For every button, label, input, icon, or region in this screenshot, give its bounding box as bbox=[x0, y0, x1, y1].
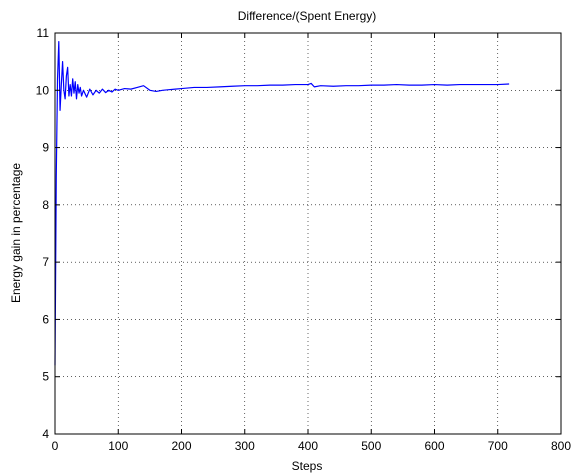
y-axis-label: Energy gain in percentage bbox=[9, 163, 23, 303]
grid-layer bbox=[55, 33, 561, 434]
chart-title: Difference/(Spent Energy) bbox=[238, 9, 377, 23]
x-tick-label: 0 bbox=[52, 439, 59, 453]
y-tick-label: 8 bbox=[42, 198, 49, 212]
series-line bbox=[54, 40, 510, 366]
x-tick-label: 600 bbox=[424, 439, 444, 453]
x-axis-label: Steps bbox=[292, 459, 323, 473]
series-layer bbox=[54, 40, 510, 366]
x-tick-label: 800 bbox=[551, 439, 571, 453]
x-tick-label: 200 bbox=[171, 439, 191, 453]
x-tick-label: 700 bbox=[488, 439, 508, 453]
y-tick-label: 6 bbox=[42, 312, 49, 326]
x-tick-label: 100 bbox=[108, 439, 128, 453]
tick-layer: 0 100 200 300 400 500 600 700 800 4 5 6 7 8 9 10 11 bbox=[36, 26, 572, 453]
x-tick-label: 400 bbox=[298, 439, 318, 453]
x-tick-label: 300 bbox=[235, 439, 255, 453]
y-tick-label: 10 bbox=[36, 83, 50, 97]
x-tick-label: 500 bbox=[361, 439, 381, 453]
y-tick-label: 4 bbox=[42, 427, 49, 441]
y-tick-label: 9 bbox=[42, 141, 49, 155]
y-tick-label: 5 bbox=[42, 370, 49, 384]
y-tick-label: 11 bbox=[37, 26, 50, 40]
y-tick-label: 7 bbox=[42, 255, 49, 269]
